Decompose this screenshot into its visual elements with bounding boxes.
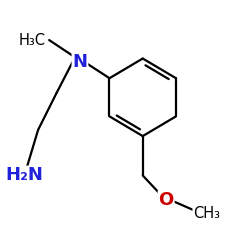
Text: N: N xyxy=(72,53,88,71)
Text: H₃C: H₃C xyxy=(18,32,46,48)
Text: H₂N: H₂N xyxy=(6,166,44,184)
Text: O: O xyxy=(158,191,174,209)
Text: CH₃: CH₃ xyxy=(193,206,220,221)
